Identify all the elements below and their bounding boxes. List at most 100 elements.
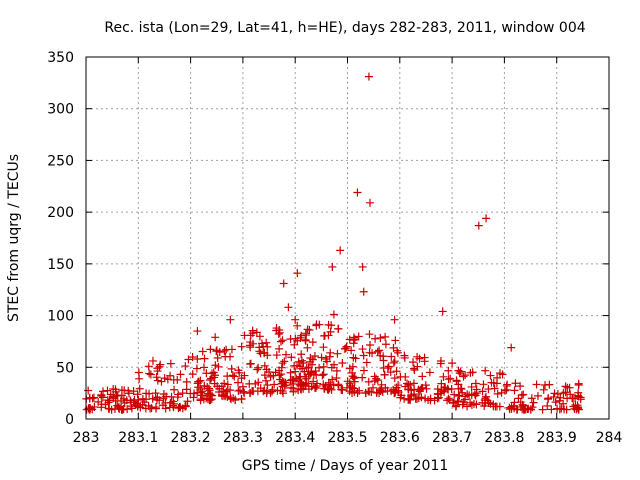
data-point — [240, 331, 249, 340]
data-point — [505, 405, 514, 414]
data-point — [502, 385, 511, 394]
data-point — [194, 383, 203, 392]
data-point — [455, 391, 464, 400]
data-point — [576, 393, 585, 402]
data-point — [347, 346, 356, 355]
data-point — [284, 303, 293, 312]
data-point — [219, 387, 228, 396]
data-point — [543, 401, 552, 410]
data-point — [425, 368, 434, 377]
data-point — [211, 333, 220, 342]
data-point — [555, 405, 564, 414]
data-point — [312, 320, 321, 329]
x-tick-label: 283.4 — [275, 430, 315, 446]
data-point — [461, 392, 470, 401]
data-point — [387, 352, 396, 361]
data-point — [421, 381, 430, 390]
data-point — [280, 357, 289, 366]
data-point — [263, 381, 272, 390]
data-point — [158, 401, 167, 410]
data-point — [193, 388, 202, 397]
data-point — [436, 359, 445, 368]
data-point — [454, 366, 463, 375]
data-point — [526, 405, 535, 414]
data-point — [371, 334, 380, 343]
data-point — [446, 374, 455, 383]
data-point — [148, 356, 157, 365]
data-point — [178, 389, 187, 398]
data-point — [492, 402, 501, 411]
x-tick-label: 283.1 — [118, 430, 158, 446]
data-point — [459, 372, 468, 381]
data-point — [198, 391, 207, 400]
data-point — [290, 340, 299, 349]
data-point — [222, 345, 231, 354]
x-tick-label: 283.7 — [432, 430, 472, 446]
data-point — [220, 346, 229, 355]
data-point — [340, 344, 349, 353]
data-point — [260, 361, 269, 370]
data-point — [359, 287, 368, 296]
data-point — [434, 393, 443, 402]
data-point — [246, 359, 255, 368]
data-point — [438, 307, 447, 316]
data-point — [517, 391, 526, 400]
data-point — [304, 385, 313, 394]
chart-title: Rec. ista (Lon=29, Lat=41, h=HE), days 2… — [104, 20, 585, 36]
data-point — [270, 380, 279, 389]
data-point — [234, 386, 243, 395]
data-point — [317, 353, 326, 362]
data-point — [466, 368, 475, 377]
data-point — [309, 377, 318, 386]
data-point — [452, 377, 461, 386]
data-point — [135, 374, 144, 383]
data-point — [226, 315, 235, 324]
data-point — [375, 346, 384, 355]
data-point — [207, 374, 216, 383]
data-point — [205, 396, 214, 405]
data-point — [305, 326, 314, 335]
data-point — [326, 380, 335, 389]
data-point — [227, 364, 236, 373]
data-point — [166, 371, 175, 380]
data-point — [368, 383, 377, 392]
data-point — [361, 389, 370, 398]
data-point — [353, 389, 362, 398]
data-point — [103, 386, 112, 395]
data-point — [390, 389, 399, 398]
data-point — [390, 357, 399, 366]
data-point — [439, 372, 448, 381]
data-point — [348, 368, 357, 377]
data-point — [182, 385, 191, 394]
data-point — [296, 372, 305, 381]
grid-lines — [86, 57, 609, 419]
data-point — [389, 358, 398, 367]
data-point — [303, 325, 312, 334]
data-point — [277, 363, 286, 372]
data-point — [557, 404, 566, 413]
x-tick-label: 283.9 — [537, 430, 577, 446]
data-point — [218, 392, 227, 401]
data-point — [124, 389, 133, 398]
data-point — [188, 370, 197, 379]
data-point — [341, 344, 350, 353]
data-point — [493, 389, 502, 398]
data-points — [82, 72, 585, 414]
data-point — [381, 340, 390, 349]
data-point — [532, 380, 541, 389]
data-point — [559, 389, 568, 398]
data-point — [503, 380, 512, 389]
data-point — [315, 363, 324, 372]
data-point — [551, 398, 560, 407]
data-point — [308, 355, 317, 364]
data-point — [543, 395, 552, 404]
data-point — [389, 385, 398, 394]
data-point — [174, 390, 183, 399]
data-point — [523, 405, 532, 414]
data-point — [393, 346, 402, 355]
data-point — [482, 392, 491, 401]
data-point — [181, 362, 190, 371]
data-point — [253, 365, 262, 374]
data-point — [302, 374, 311, 383]
data-point — [365, 330, 374, 339]
